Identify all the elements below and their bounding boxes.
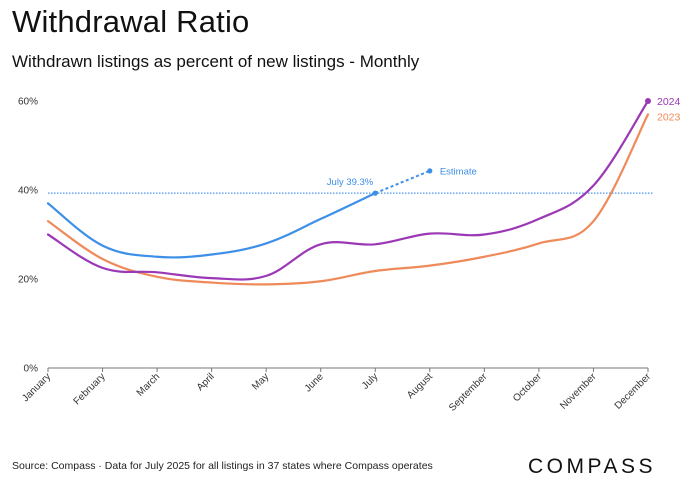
- y-tick-label: 0%: [24, 364, 39, 375]
- y-tick-label: 20%: [18, 275, 38, 286]
- x-tick-label: November: [558, 371, 599, 412]
- estimate-point: [427, 168, 433, 174]
- y-tick-label: 60%: [18, 97, 38, 108]
- x-tick-label: April: [195, 371, 217, 393]
- july-point-label: July 39.3%: [327, 177, 374, 188]
- x-tick-label: August: [405, 371, 435, 401]
- series-line-2025: [46, 192, 377, 259]
- legend-label-2023: 2023: [657, 111, 681, 123]
- x-tick-label: January: [20, 371, 53, 404]
- x-tick-label: May: [250, 371, 271, 392]
- x-tick-label: February: [72, 371, 108, 407]
- july-point: [372, 190, 378, 196]
- legend-label-2024: 2024: [657, 96, 681, 108]
- x-tick-label: March: [135, 371, 162, 398]
- series-end-point-2024: [645, 98, 651, 104]
- source-note: Source: Compass · Data for July 2025 for…: [12, 460, 433, 472]
- x-tick-label: October: [511, 371, 544, 404]
- compass-logo: COMPASS: [528, 455, 656, 478]
- series-line-2024: [46, 99, 650, 281]
- y-tick-label: 40%: [18, 186, 38, 197]
- x-tick-label: June: [303, 371, 326, 394]
- series-line-2023: [46, 113, 650, 286]
- chart-subtitle: Withdrawn listings as percent of new lis…: [12, 52, 420, 71]
- estimate-line: [374, 169, 431, 195]
- x-tick-label: July: [360, 371, 380, 391]
- estimate-label: Estimate: [440, 166, 477, 177]
- chart-title: Withdrawal Ratio: [12, 4, 250, 39]
- x-tick-label: December: [613, 371, 654, 412]
- x-tick-label: September: [447, 371, 490, 414]
